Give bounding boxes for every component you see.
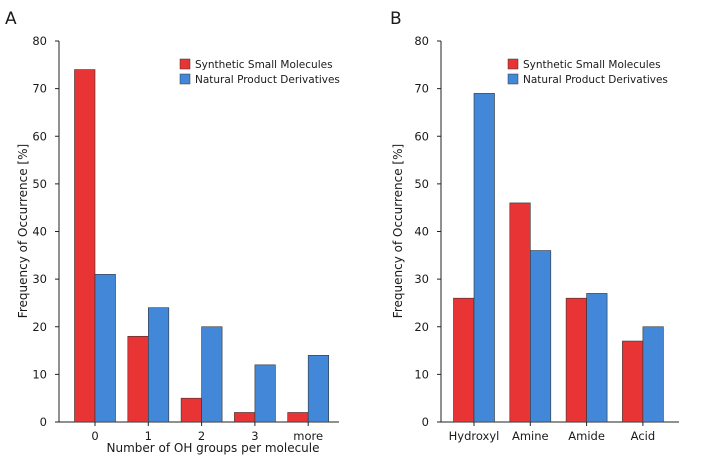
bar-natural-0 — [94, 274, 116, 423]
legend-swatch-natural — [179, 73, 191, 85]
legend: Synthetic Small Molecules Natural Product… — [179, 58, 340, 86]
y-tick-label: 80 — [414, 34, 429, 48]
x-tick-label: Amide — [568, 429, 605, 443]
bar-synthetic-amide — [565, 297, 587, 423]
y-tick-label: 20 — [414, 320, 429, 334]
x-tick-label: Hydroxyl — [449, 429, 500, 443]
legend-label-synthetic: Synthetic Small Molecules — [523, 59, 661, 71]
panel-label: A — [5, 9, 17, 29]
bar-natural-acid — [642, 326, 664, 423]
plot-area: 0 10 20 30 40 50 60 70 80 Hydroxyl Amine Amide Acid — [414, 34, 679, 443]
y-tick-label: 70 — [32, 82, 47, 96]
bar-natural-hydroxyl — [473, 93, 495, 423]
legend-label-natural: Natural Product Derivatives — [195, 74, 340, 86]
y-tick-label: 40 — [32, 225, 47, 239]
x-tick-label: 0 — [91, 429, 98, 443]
bar-synthetic-amine — [509, 202, 531, 423]
x-tick-label: Acid — [631, 429, 655, 443]
legend-swatch-synthetic — [507, 58, 519, 70]
y-tick-label: 40 — [414, 225, 429, 239]
y-tick-label: 10 — [32, 367, 47, 381]
legend-swatch-natural — [507, 73, 519, 85]
y-axis-title: Frequency of Occurrence [%] — [391, 144, 405, 318]
bar-synthetic-1 — [127, 335, 149, 423]
bar-synthetic-more — [287, 412, 309, 423]
y-tick-label: 70 — [414, 82, 429, 96]
y-tick-label: 0 — [40, 415, 47, 429]
chart-panel-a: A Frequency of Occurrence [%] Number of … — [5, 9, 340, 455]
bar-natural-more — [307, 355, 330, 423]
y-tick-label: 60 — [32, 129, 47, 143]
chart-panel-b: B Frequency of Occurrence [%] 0 10 20 30 40 5… — [390, 9, 679, 443]
legend-swatch-synthetic — [179, 58, 191, 70]
x-tick-label: 1 — [145, 429, 152, 443]
bar-synthetic-hydroxyl — [453, 297, 475, 423]
bar-synthetic-2 — [180, 397, 202, 423]
x-tick-label: more — [293, 429, 323, 443]
y-tick-label: 20 — [32, 320, 47, 334]
legend: Synthetic Small Molecules Natural Product… — [507, 58, 668, 86]
x-tick-label: 3 — [251, 429, 258, 443]
x-tick-label: 2 — [198, 429, 205, 443]
bar-natural-amine — [529, 250, 552, 423]
y-tick-label: 0 — [422, 415, 429, 429]
y-tick-label: 80 — [32, 34, 47, 48]
y-tick-label: 30 — [32, 272, 47, 286]
bar-natural-amide — [586, 293, 608, 423]
bar-natural-3 — [254, 364, 276, 423]
legend-label-synthetic: Synthetic Small Molecules — [195, 59, 333, 71]
plot-area: 0 10 20 30 40 50 60 70 80 0 1 2 3 more — [32, 34, 339, 443]
bar-synthetic-3 — [234, 412, 256, 423]
x-axis-title: Number of OH groups per molecule — [106, 441, 319, 455]
bar-synthetic-acid — [622, 340, 644, 423]
bar-natural-1 — [148, 307, 170, 423]
y-tick-label: 10 — [414, 367, 429, 381]
y-tick-label: 50 — [32, 177, 47, 191]
bar-synthetic-0 — [74, 69, 96, 423]
panel-label: B — [390, 9, 402, 29]
y-tick-label: 60 — [414, 129, 429, 143]
bar-natural-2 — [201, 326, 223, 423]
legend-label-natural: Natural Product Derivatives — [523, 74, 668, 86]
y-axis-title: Frequency of Occurrence [%] — [16, 144, 30, 318]
y-tick-label: 50 — [414, 177, 429, 191]
y-tick-label: 30 — [414, 272, 429, 286]
x-tick-label: Amine — [512, 429, 549, 443]
